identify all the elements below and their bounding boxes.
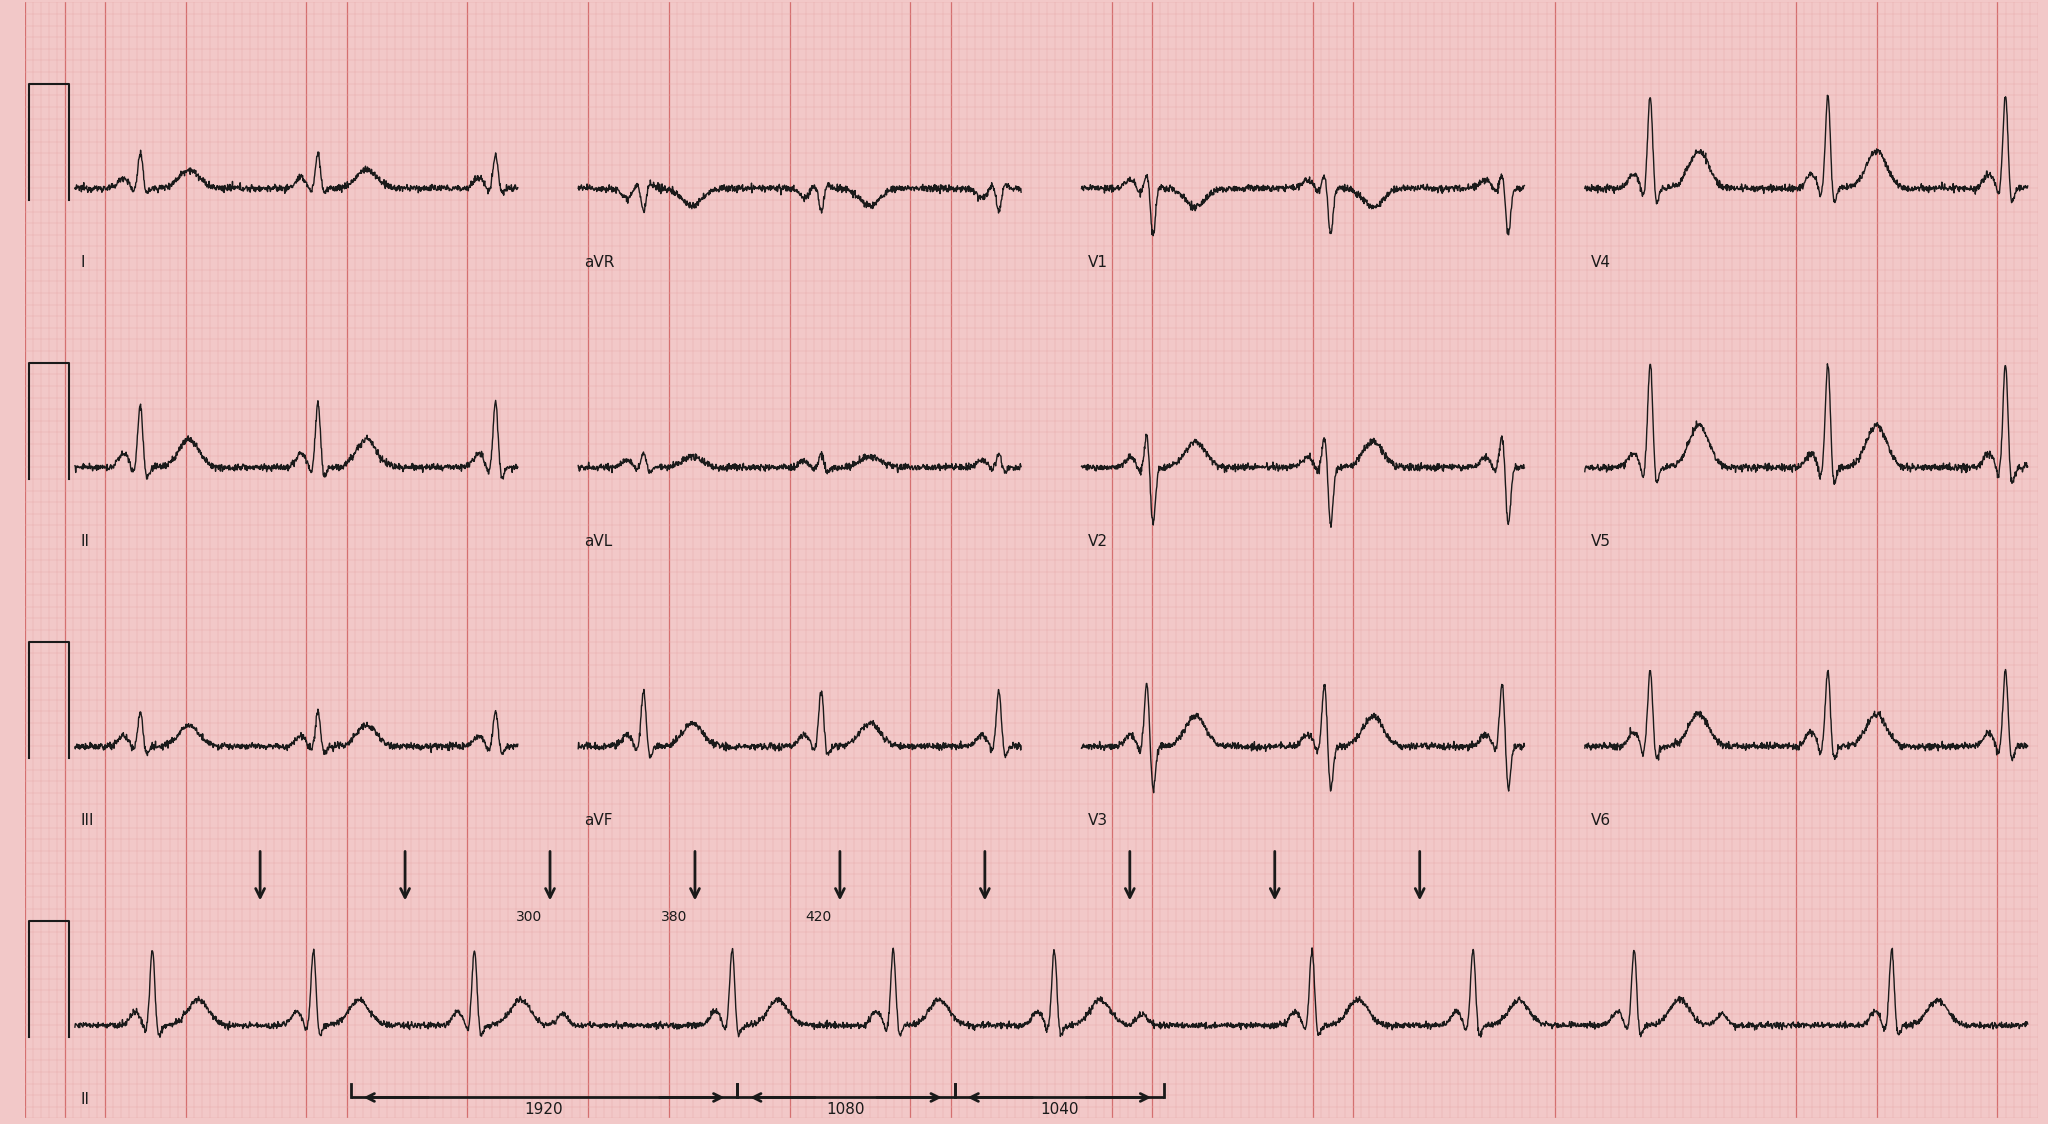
Text: aVR: aVR (584, 255, 614, 271)
Text: V3: V3 (1087, 814, 1108, 828)
Text: 380: 380 (662, 910, 686, 924)
Text: III: III (82, 814, 94, 828)
Text: II: II (82, 1093, 90, 1107)
Text: aVF: aVF (584, 814, 612, 828)
Text: 1920: 1920 (524, 1103, 563, 1117)
Text: 1040: 1040 (1040, 1103, 1079, 1117)
Text: V4: V4 (1591, 255, 1612, 271)
Text: 420: 420 (805, 910, 831, 924)
Text: V2: V2 (1087, 534, 1108, 550)
Text: V6: V6 (1591, 814, 1612, 828)
Text: V1: V1 (1087, 255, 1108, 271)
Text: I: I (82, 255, 86, 271)
Text: aVL: aVL (584, 534, 612, 550)
Text: II: II (82, 534, 90, 550)
Text: 300: 300 (516, 910, 543, 924)
Text: 1080: 1080 (827, 1103, 864, 1117)
Text: V5: V5 (1591, 534, 1612, 550)
